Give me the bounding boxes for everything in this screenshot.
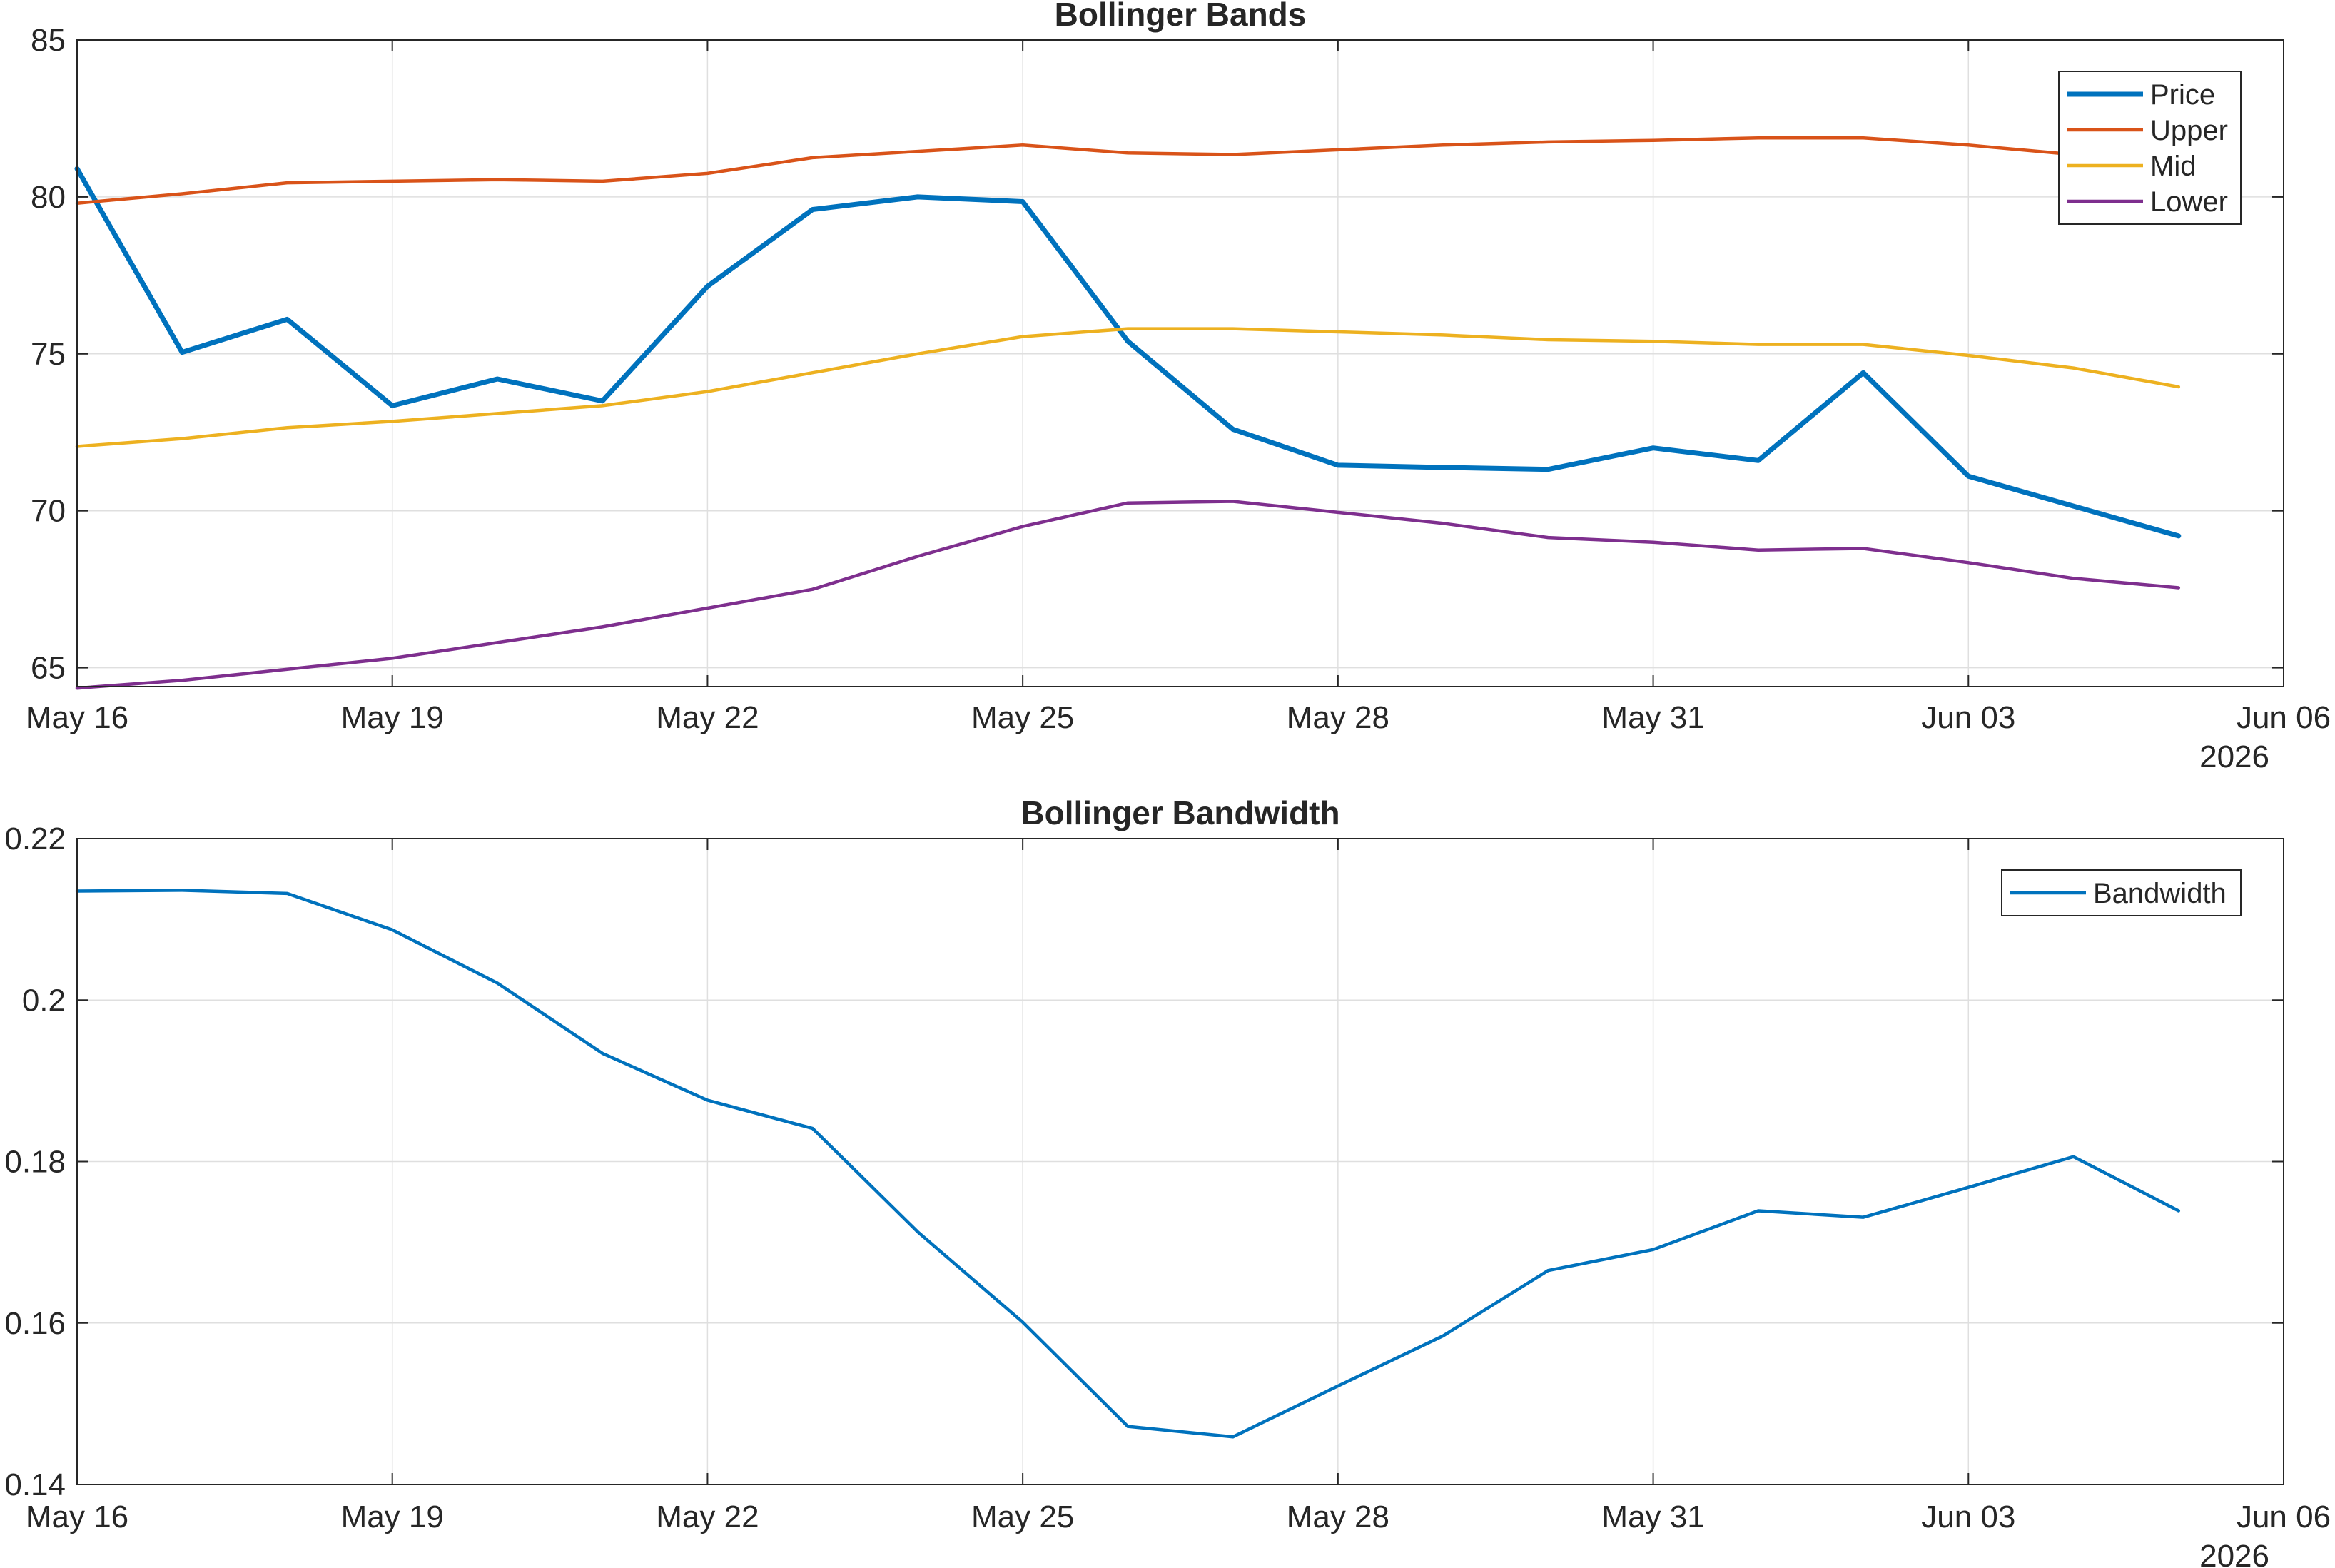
x-tick-label: May 16: [26, 1499, 128, 1534]
x-tick-label: May 31: [1601, 700, 1704, 735]
x-year-label: 2026: [2199, 1539, 2269, 1568]
y-tick-label: 0.14: [4, 1467, 66, 1502]
legend-label-mid: Mid: [2150, 151, 2196, 182]
series-group: [74, 136, 2182, 690]
legend-label-price: Price: [2150, 79, 2215, 111]
ticks: [76, 39, 2284, 687]
ticks: [76, 838, 2284, 1485]
x-tick-label: Jun 03: [1921, 700, 2015, 735]
y-tick-label: 80: [31, 180, 66, 215]
x-tick-label: May 28: [1287, 700, 1389, 735]
series-bandwidth: [75, 889, 2181, 1439]
legend-label-bandwidth: Bandwidth: [2093, 878, 2227, 909]
y-tick-label: 0.18: [4, 1145, 66, 1180]
legend-label-upper: Upper: [2150, 115, 2228, 146]
series-lower: [75, 500, 2181, 690]
legend: Bandwidth: [2001, 869, 2242, 916]
x-tick-label: May 16: [26, 700, 128, 735]
x-tick-label: May 19: [341, 700, 444, 735]
grid: [77, 40, 2284, 687]
y-tick-label: 0.22: [4, 821, 66, 856]
bollinger-bands-panel: May 16 May 19 May 22 May 25 May 28 May 31 Jun …: [26, 0, 2331, 774]
x-tick-label: May 28: [1287, 1499, 1389, 1534]
x-tick-label: May 22: [656, 1499, 759, 1534]
x-tick-label: Jun 06: [2237, 700, 2331, 735]
legend: Price Upper Mid Lower: [2058, 71, 2242, 225]
grid: [77, 839, 2284, 1484]
x-tick-label: May 25: [971, 700, 1074, 735]
y-tick-label: 0.16: [4, 1306, 66, 1341]
x-tick-label: May 22: [656, 700, 759, 735]
series-group: [75, 889, 2181, 1439]
legend-box: [2058, 71, 2242, 225]
chart-title: Bollinger Bandwidth: [1020, 794, 1339, 831]
plot-area: [77, 40, 2284, 687]
x-tick-label: May 31: [1601, 1499, 1704, 1534]
legend-label-lower: Lower: [2150, 186, 2228, 218]
y-tick-label: 65: [31, 651, 66, 686]
axes-box: [76, 39, 2284, 687]
chart-title: Bollinger Bands: [1055, 0, 1307, 33]
series-price: [74, 166, 2182, 539]
x-tick-label: Jun 06: [2237, 1499, 2331, 1534]
y-tick-label: 70: [31, 494, 66, 529]
bollinger-bandwidth-panel: May 16 May 19 May 22 May 25 May 28 May 31 Jun …: [4, 794, 2331, 1568]
y-tick-label: 0.2: [22, 983, 66, 1018]
x-tick-label: May 25: [971, 1499, 1074, 1534]
y-tick-label: 75: [31, 337, 66, 372]
y-tick-label: 85: [31, 23, 66, 58]
x-year-label: 2026: [2199, 739, 2269, 774]
x-tick-label: May 19: [341, 1499, 444, 1534]
x-tick-label: Jun 03: [1921, 1499, 2015, 1534]
